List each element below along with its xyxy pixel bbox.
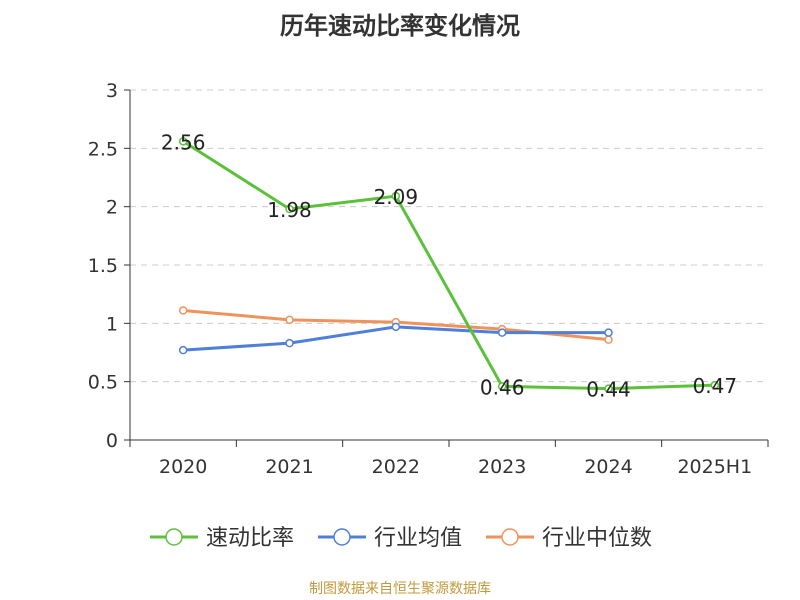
- data-point: [285, 204, 294, 214]
- chart-title: 历年速动比率变化情况: [280, 12, 520, 40]
- y-tick-label: 2: [106, 197, 118, 219]
- data-point: [497, 382, 507, 391]
- legend-item: 行业均值: [318, 526, 462, 551]
- data-label: 2.56: [161, 130, 206, 154]
- data-label: 0.44: [586, 378, 631, 402]
- legend-swatch-marker: [501, 528, 519, 546]
- series-line: [182, 140, 715, 391]
- legend-label: 行业中位数: [542, 526, 652, 551]
- y-tick-label: 1.5: [88, 255, 118, 277]
- data-point: [285, 315, 294, 325]
- data-point: [178, 137, 188, 146]
- x-tick-label: 2023: [478, 456, 526, 478]
- legend-swatch-marker: [333, 528, 351, 546]
- legend-item: 速动比率: [150, 526, 294, 551]
- legend-swatch-marker: [165, 528, 183, 546]
- x-tick-label: 2021: [265, 456, 313, 478]
- x-tick-label: 2020: [159, 456, 207, 478]
- y-tick-label: 1: [106, 313, 118, 335]
- x-tick-label: 2025H1: [677, 456, 752, 478]
- data-label: 1.98: [267, 198, 312, 222]
- source-note: 制图数据来自恒生聚源数据库: [309, 581, 491, 597]
- grid-layer: [130, 89, 768, 383]
- data-point: [710, 380, 720, 390]
- data-point: [285, 338, 294, 348]
- y-tick-label: 3: [106, 80, 118, 102]
- x-tick-label: 2022: [372, 456, 420, 478]
- data-point: [604, 335, 613, 344]
- data-label-layer: 2.56 1.98 2.09 0.46 0.44 0.47: [161, 130, 737, 401]
- legend-label: 行业均值: [374, 526, 462, 551]
- legend-item: 行业中位数: [486, 526, 652, 551]
- series-layer: [178, 137, 720, 393]
- data-label: 0.46: [480, 375, 525, 399]
- legend-label: 速动比率: [206, 526, 294, 551]
- data-point: [497, 328, 507, 337]
- y-tick-label: 2.5: [88, 138, 118, 160]
- data-point: [391, 322, 401, 332]
- data-point: [178, 306, 188, 315]
- data-label: 0.47: [693, 374, 738, 398]
- data-point: [391, 191, 401, 201]
- y-tick-label: 0.5: [88, 372, 118, 394]
- data-point: [178, 345, 188, 355]
- data-label: 2.09: [374, 185, 419, 209]
- legend: 速动比率 行业均值 行业中位数: [150, 526, 652, 551]
- axis-layer: 0 0.5 1 1.5 2 2.5 3 2020 2021 2022 2023 2024 2025H1: [88, 80, 769, 478]
- x-tick-label: 2024: [584, 456, 632, 478]
- data-point: [604, 384, 613, 393]
- y-tick-label: 0: [106, 430, 118, 452]
- data-point: [604, 328, 613, 337]
